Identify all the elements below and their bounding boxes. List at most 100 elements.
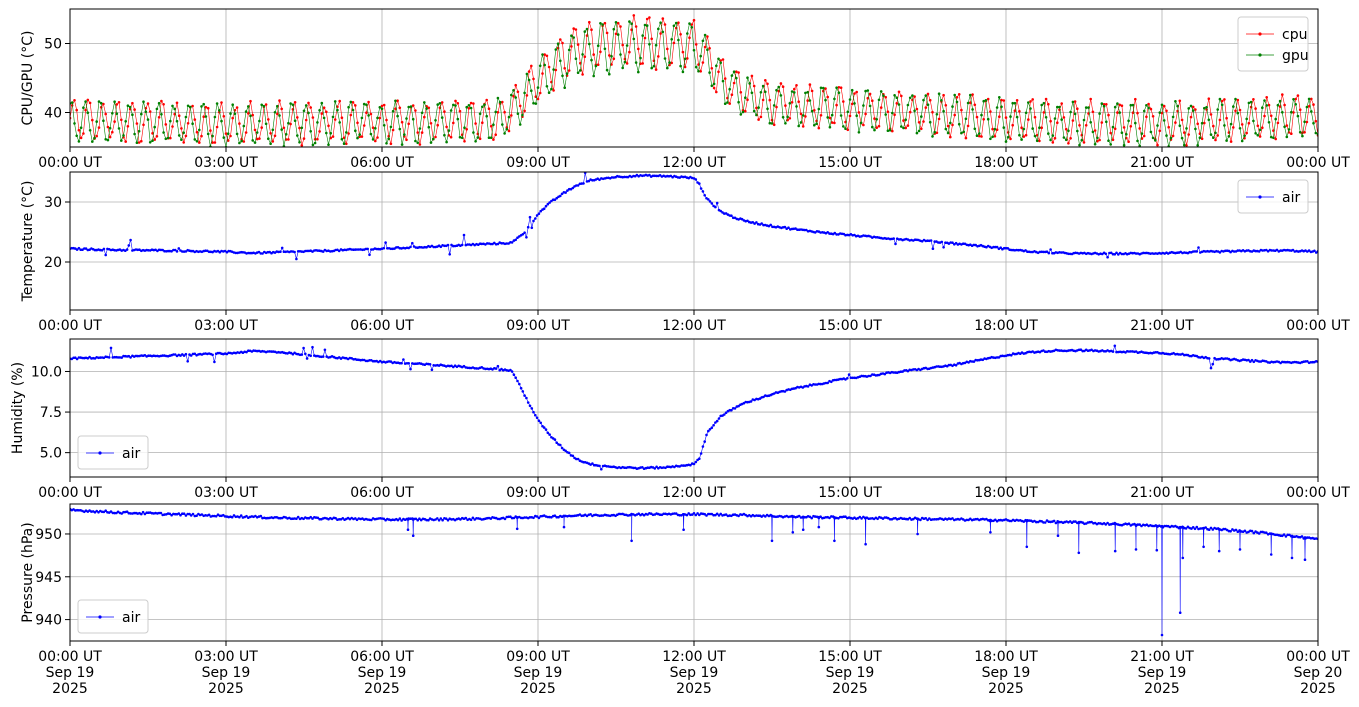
data-point bbox=[1288, 533, 1291, 537]
data-point bbox=[1258, 135, 1262, 138]
data-point bbox=[924, 106, 928, 109]
data-point bbox=[1212, 124, 1215, 128]
data-point bbox=[683, 57, 687, 61]
data-point bbox=[581, 73, 584, 76]
series-markers-air bbox=[70, 507, 1318, 637]
data-point bbox=[1272, 136, 1275, 140]
data-point bbox=[989, 531, 992, 534]
data-point bbox=[663, 57, 667, 60]
data-point bbox=[853, 102, 856, 105]
data-point bbox=[940, 99, 943, 102]
data-point bbox=[847, 373, 851, 376]
data-point bbox=[632, 14, 636, 17]
data-point bbox=[904, 118, 907, 121]
data-point bbox=[784, 122, 787, 125]
data-point bbox=[1306, 360, 1309, 363]
x-tick-label: 18:00 UT bbox=[974, 485, 1038, 501]
data-point bbox=[1022, 127, 1026, 131]
data-point bbox=[991, 135, 994, 139]
data-point bbox=[1220, 103, 1224, 107]
data-point bbox=[978, 134, 981, 138]
data-point bbox=[391, 128, 395, 132]
data-point bbox=[1254, 107, 1257, 110]
data-point bbox=[385, 118, 388, 122]
data-point bbox=[527, 70, 531, 73]
data-point bbox=[1282, 533, 1286, 536]
data-point bbox=[494, 367, 498, 370]
data-point bbox=[113, 355, 116, 359]
data-point bbox=[951, 105, 954, 108]
data-point bbox=[253, 141, 257, 144]
data-point bbox=[104, 138, 107, 141]
data-point bbox=[657, 27, 660, 31]
data-point bbox=[510, 370, 514, 373]
data-point bbox=[394, 107, 397, 111]
data-point bbox=[439, 517, 443, 520]
data-point bbox=[1138, 523, 1141, 526]
data-point bbox=[189, 514, 193, 517]
data-point bbox=[694, 65, 698, 69]
data-point bbox=[1269, 114, 1273, 118]
data-point bbox=[1111, 125, 1115, 129]
data-point bbox=[650, 37, 653, 41]
data-point bbox=[159, 511, 163, 515]
data-point bbox=[141, 510, 145, 514]
data-point bbox=[79, 248, 82, 251]
data-point bbox=[170, 250, 173, 253]
data-point bbox=[659, 32, 662, 35]
data-point bbox=[869, 374, 872, 378]
data-point bbox=[1196, 122, 1199, 126]
data-point bbox=[724, 513, 728, 516]
data-point bbox=[356, 121, 359, 125]
data-point bbox=[651, 174, 655, 178]
data-point bbox=[715, 90, 718, 94]
data-point bbox=[142, 123, 145, 127]
x-tick-label: 03:00 UT bbox=[194, 649, 258, 665]
data-point bbox=[507, 115, 511, 119]
data-point bbox=[701, 39, 705, 43]
data-point bbox=[844, 127, 847, 130]
data-point bbox=[1314, 131, 1318, 135]
data-point bbox=[469, 101, 473, 105]
data-point bbox=[161, 354, 164, 357]
data-point bbox=[97, 126, 101, 129]
data-point bbox=[625, 44, 629, 47]
data-point bbox=[494, 133, 498, 136]
y-axis-label: Pressure (hPa) bbox=[20, 522, 36, 622]
data-point bbox=[993, 135, 997, 138]
data-point bbox=[1306, 536, 1309, 539]
x-tick-label: 15:00 UT bbox=[818, 155, 882, 171]
data-point bbox=[1134, 97, 1137, 101]
data-point bbox=[1307, 249, 1311, 252]
data-point bbox=[206, 106, 210, 110]
data-point bbox=[336, 108, 339, 112]
data-point bbox=[231, 103, 234, 106]
data-point bbox=[797, 514, 801, 518]
data-point bbox=[172, 248, 175, 252]
data-point bbox=[1214, 131, 1217, 135]
data-point bbox=[858, 515, 862, 519]
data-point bbox=[559, 38, 562, 41]
data-point bbox=[148, 110, 152, 113]
data-point bbox=[416, 141, 420, 145]
data-point bbox=[516, 236, 519, 239]
data-point bbox=[703, 512, 706, 516]
data-point bbox=[1234, 528, 1238, 532]
data-point bbox=[146, 118, 150, 121]
data-point bbox=[768, 121, 772, 125]
data-point bbox=[518, 104, 522, 108]
data-point bbox=[951, 123, 954, 127]
data-point bbox=[951, 241, 954, 244]
y-tick-label: 40 bbox=[44, 106, 62, 122]
data-point bbox=[261, 252, 264, 255]
data-point bbox=[202, 102, 205, 106]
data-point bbox=[120, 356, 123, 359]
data-point bbox=[563, 67, 566, 70]
data-point bbox=[601, 23, 604, 26]
data-point bbox=[835, 103, 838, 107]
x-tick-label: 06:00 UT bbox=[350, 155, 414, 171]
data-point bbox=[267, 118, 270, 121]
data-point bbox=[323, 348, 327, 352]
data-point bbox=[295, 257, 298, 261]
data-point bbox=[280, 128, 284, 131]
